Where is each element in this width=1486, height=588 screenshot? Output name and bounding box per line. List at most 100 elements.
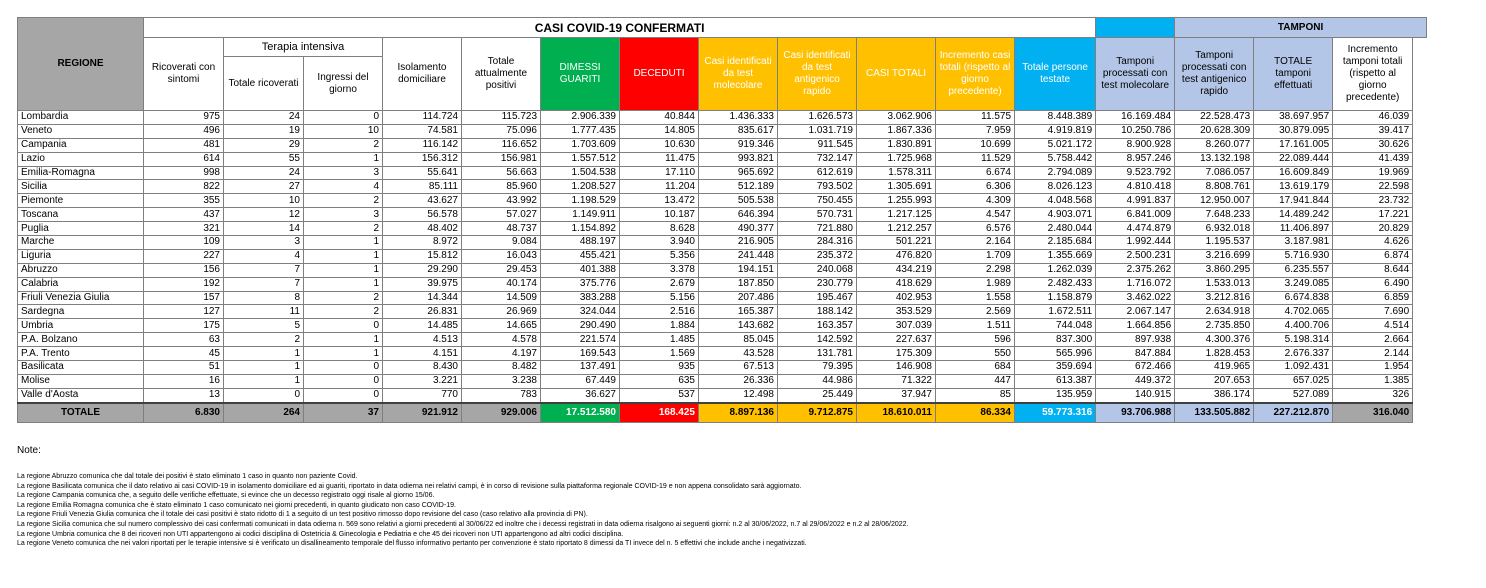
data-cell: 26.336 xyxy=(698,373,778,389)
data-cell: 27 xyxy=(223,179,304,195)
data-cell: 684 xyxy=(935,360,1015,375)
data-cell: 2.067.147 xyxy=(1095,304,1176,320)
data-cell: 12 xyxy=(223,207,304,223)
data-cell: 1.703.609 xyxy=(540,137,620,153)
region-name-cell: Sardegna xyxy=(17,304,144,320)
data-cell: 175.309 xyxy=(856,346,936,362)
data-cell: 1.725.968 xyxy=(856,151,936,167)
data-cell: 221.574 xyxy=(540,332,620,348)
data-cell: 6.306 xyxy=(935,179,1015,195)
data-cell: 1 xyxy=(303,235,383,250)
data-cell: 1 xyxy=(223,373,304,389)
header-col-1: Totale ricoverati xyxy=(223,56,304,111)
data-cell: 142.592 xyxy=(777,332,857,348)
data-cell: 6.576 xyxy=(935,221,1015,237)
data-cell: 43.627 xyxy=(382,193,462,209)
note-line: La regione Veneto comunica che nei valor… xyxy=(17,540,807,548)
data-cell: 14.805 xyxy=(619,123,699,139)
data-cell: 5.356 xyxy=(619,248,699,264)
data-cell: 6.932.018 xyxy=(1174,221,1255,237)
data-cell: 793.502 xyxy=(777,179,857,195)
data-cell: 998 xyxy=(143,165,224,181)
data-cell: 353.529 xyxy=(856,304,936,320)
data-cell: 837.300 xyxy=(1013,332,1097,348)
region-name-cell: Calabria xyxy=(17,276,144,292)
data-cell: 550 xyxy=(935,346,1015,362)
data-cell: 114.724 xyxy=(382,110,462,125)
data-cell: 39.975 xyxy=(382,276,462,292)
data-cell: 8.900.928 xyxy=(1095,137,1176,153)
data-cell: 157 xyxy=(143,290,224,306)
data-cell: 911.545 xyxy=(777,137,857,153)
data-cell: 79.395 xyxy=(777,360,857,375)
data-cell: 0 xyxy=(303,110,383,125)
header-col-15: Incremento tamponi totali (rispetto al g… xyxy=(1332,37,1414,111)
data-cell: 355 xyxy=(143,193,224,209)
data-cell: 7 xyxy=(223,262,304,278)
data-cell: 56.663 xyxy=(461,165,541,181)
data-cell: 1.485 xyxy=(619,332,699,348)
data-cell: 1.777.435 xyxy=(540,123,620,139)
data-cell: 4.197 xyxy=(461,346,541,362)
data-cell: 2 xyxy=(303,290,383,306)
data-cell: 10.699 xyxy=(935,137,1015,153)
data-cell: 241.448 xyxy=(698,248,778,264)
total-cell: 921.912 xyxy=(382,401,462,423)
data-cell: 14.485 xyxy=(382,318,462,334)
table-row: Campania 481 29 2 116.142 116.652 1.703.609 10.… xyxy=(17,137,1427,153)
note-line: La regione Umbria comunica che 8 dei ric… xyxy=(17,530,624,538)
data-cell: 1.195.537 xyxy=(1174,235,1255,250)
region-name-cell: Abruzzo xyxy=(17,262,144,278)
data-cell: 897.938 xyxy=(1095,332,1176,348)
data-cell: 11.406.897 xyxy=(1253,221,1334,237)
data-cell: 570.731 xyxy=(777,207,857,223)
data-cell: 227.637 xyxy=(856,332,936,348)
region-name-cell: Campania xyxy=(17,137,144,153)
note-line: La regione Campania comunica che, a segu… xyxy=(17,492,435,500)
data-cell: 3.212.816 xyxy=(1174,290,1255,306)
data-cell: 20.628.309 xyxy=(1174,123,1255,139)
data-cell: 38.697.957 xyxy=(1253,110,1334,125)
data-cell: 1 xyxy=(303,262,383,278)
data-cell: 16.169.484 xyxy=(1095,110,1176,125)
data-cell: 85.045 xyxy=(698,332,778,348)
data-cell: 13.472 xyxy=(619,193,699,209)
data-cell: 235.372 xyxy=(777,248,857,264)
table-row: Valle d'Aosta 13 0 0 770 783 36.627 537 12.498 25… xyxy=(17,387,1427,404)
data-cell: 13.619.179 xyxy=(1253,179,1334,195)
header-col-9: CASI TOTALI xyxy=(856,37,936,111)
header-col-13: Tamponi processati con test antigenico r… xyxy=(1174,37,1255,111)
data-cell: 85.111 xyxy=(382,179,462,195)
header-col-4: Totale attualmente positivi xyxy=(461,37,541,111)
data-cell: 26.831 xyxy=(382,304,462,320)
data-cell: 657.025 xyxy=(1253,373,1334,389)
data-cell: 1.262.039 xyxy=(1013,262,1097,278)
table-row: Basilicata 51 1 0 8.430 8.482 137.491 935 67.513… xyxy=(17,360,1427,375)
data-cell: 1.954 xyxy=(1332,360,1414,375)
data-cell: 481 xyxy=(143,137,224,153)
data-cell: 51 xyxy=(143,360,224,375)
data-cell: 7 xyxy=(223,276,304,292)
data-cell: 36.627 xyxy=(540,387,620,404)
total-label: TOTALE xyxy=(17,401,144,423)
table-row: Lazio 614 55 1 156.312 156.981 1.557.512 11.475… xyxy=(17,151,1427,167)
data-cell: 12.498 xyxy=(698,387,778,404)
data-cell: 17.161.005 xyxy=(1253,137,1334,153)
data-cell: 2.298 xyxy=(935,262,1015,278)
data-cell: 505.538 xyxy=(698,193,778,209)
data-cell: 8.957.246 xyxy=(1095,151,1176,167)
data-cell: 434.219 xyxy=(856,262,936,278)
data-cell: 3.062.906 xyxy=(856,110,936,125)
data-cell: 1.217.125 xyxy=(856,207,936,223)
header-col-11: Totale persone testate xyxy=(1013,37,1097,111)
data-cell: 2.185.684 xyxy=(1013,235,1097,250)
total-cell: 227.212.870 xyxy=(1253,401,1334,423)
data-cell: 75.096 xyxy=(461,123,541,139)
data-cell: 2 xyxy=(303,221,383,237)
data-cell: 3.940 xyxy=(619,235,699,250)
region-name-cell: Sicilia xyxy=(17,179,144,195)
data-cell: 965.692 xyxy=(698,165,778,181)
total-cell: 9.712.875 xyxy=(777,401,857,423)
data-cell: 43.992 xyxy=(461,193,541,209)
data-cell: 26.969 xyxy=(461,304,541,320)
